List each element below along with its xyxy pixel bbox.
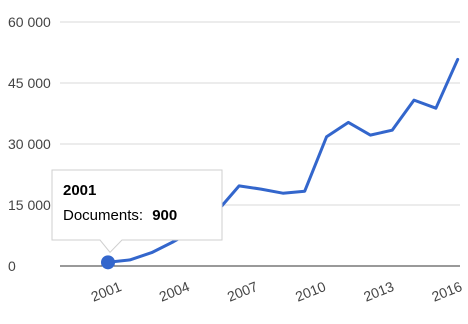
x-tick-label: 2010 — [293, 278, 328, 305]
tooltip-line: Documents: 900 — [63, 207, 177, 224]
x-axis-tick-labels: 2001 2004 2007 2010 2013 2016 — [89, 278, 465, 305]
x-tick-label: 2007 — [225, 278, 260, 305]
tooltip-label: Documents: — [63, 207, 143, 224]
y-tick-label: 30 000 — [8, 136, 51, 152]
tooltip-title: 2001 — [63, 182, 96, 199]
x-tick-label: 2016 — [429, 278, 464, 305]
x-tick-label: 2013 — [361, 278, 396, 305]
y-axis-tick-labels: 0 15 000 30 000 45 000 60 000 — [8, 14, 51, 274]
y-tick-label: 15 000 — [8, 197, 51, 213]
tooltip-value: 900 — [152, 207, 177, 224]
tooltip: 2001 Documents: 900 — [51, 169, 223, 254]
x-tick-label: 2004 — [157, 278, 192, 305]
series-documents — [106, 57, 460, 264]
data-point-2001[interactable] — [101, 255, 115, 270]
data-points[interactable] — [101, 255, 115, 270]
tooltip-box — [51, 169, 223, 254]
series-line — [106, 57, 460, 264]
y-tick-label: 60 000 — [8, 14, 51, 30]
y-tick-label: 0 — [8, 258, 16, 274]
x-tick-label: 2001 — [89, 278, 124, 305]
y-tick-label: 45 000 — [8, 75, 51, 91]
